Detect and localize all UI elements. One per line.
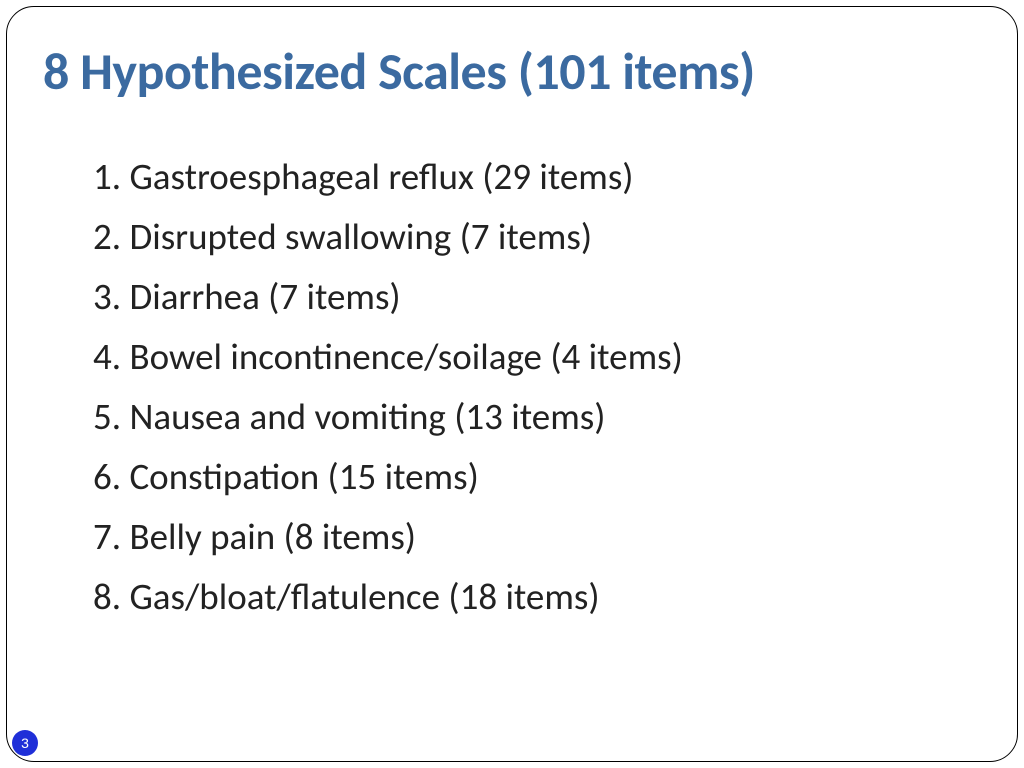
list-item: 5. Nausea and vomiting (13 items): [93, 387, 981, 447]
scale-list: 1. Gastroesphageal reflux (29 items) 2. …: [43, 147, 981, 627]
list-item: 6. Constipation (15 items): [93, 447, 981, 507]
list-item: 3. Diarrhea (7 items): [93, 267, 981, 327]
list-item: 8. Gas/bloat/flatulence (18 items): [93, 567, 981, 627]
list-item: 2. Disrupted swallowing (7 items): [93, 207, 981, 267]
slide-frame: 8 Hypothesized Scales (101 items) 1. Gas…: [6, 6, 1018, 762]
list-item: 1. Gastroesphageal reflux (29 items): [93, 147, 981, 207]
list-item: 7. Belly pain (8 items): [93, 507, 981, 567]
page-number: 3: [21, 735, 29, 751]
slide-title: 8 Hypothesized Scales (101 items): [43, 39, 981, 103]
page-number-badge: 3: [12, 730, 38, 756]
list-item: 4. Bowel incontinence/soilage (4 items): [93, 327, 981, 387]
